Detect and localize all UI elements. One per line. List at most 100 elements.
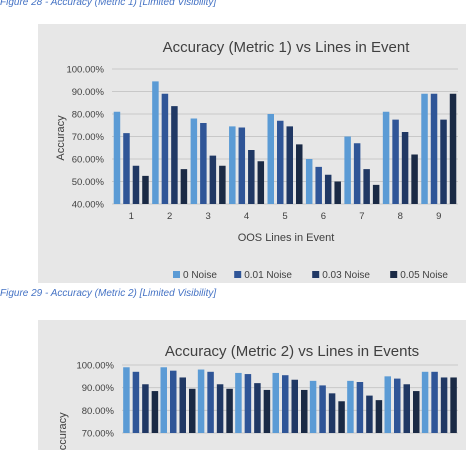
- chart-metric-2: Accuracy (Metric 2) vs Lines in Events A…: [57, 343, 458, 450]
- legend: 0 Noise 0.01 Noise 0.03 Noise 0.05 Noise: [173, 270, 448, 281]
- legend-entry: 0.05 Noise: [400, 270, 448, 281]
- bar: [296, 144, 303, 204]
- x-tick-labels: 1 2 3 4 5 6 7 8 9: [129, 211, 442, 222]
- legend-entry: 0 Noise: [183, 270, 217, 281]
- figure-29-caption: Figure 29 - Accuracy (Metric 2) [Limited…: [0, 288, 217, 299]
- bar: [142, 175, 149, 204]
- y-axis-label: Accuracy: [55, 115, 67, 161]
- bar: [413, 391, 420, 433]
- chart-title: Accuracy (Metric 1) vs Lines in Event: [163, 39, 411, 56]
- bar: [394, 378, 401, 433]
- x-axis-label: OOS Lines in Event: [238, 232, 335, 244]
- bar: [375, 400, 383, 433]
- bar: [315, 166, 322, 204]
- bar: [257, 161, 265, 204]
- bar: [353, 143, 361, 204]
- x-tick-label: 1: [129, 211, 134, 222]
- x-tick-label: 6: [321, 211, 326, 222]
- bar: [254, 383, 261, 433]
- bar: [356, 382, 364, 433]
- chart-title: Accuracy (Metric 2) vs Lines in Events: [165, 343, 419, 360]
- bar: [132, 371, 140, 433]
- x-tick-label: 8: [398, 211, 403, 222]
- y-tick-label: 80.00%: [82, 406, 115, 417]
- figure-28-caption: Figure 28 - Accuracy (Metric 1) [Limited…: [0, 0, 217, 8]
- x-tick-label: 5: [282, 211, 287, 222]
- bar: [363, 169, 370, 204]
- bar: [209, 155, 217, 204]
- x-tick-label: 2: [167, 211, 172, 222]
- bar: [384, 376, 391, 433]
- bar: [421, 371, 429, 433]
- y-tick-label: 80.00%: [72, 110, 105, 121]
- bar: [431, 371, 438, 433]
- y-axis-label: Accuracy: [57, 412, 69, 450]
- chart-metric-1-panel: Accuracy (Metric 1) vs Lines in Event Ac…: [38, 24, 466, 283]
- bar: [324, 174, 332, 204]
- bar: [226, 388, 233, 433]
- bar: [244, 374, 252, 433]
- bar: [344, 136, 351, 204]
- gridlines: [112, 68, 458, 205]
- bar: [411, 154, 418, 204]
- bar: [291, 379, 298, 433]
- bar: [161, 93, 169, 204]
- bar: [238, 127, 246, 204]
- bar: [372, 184, 380, 204]
- bar: [449, 93, 457, 204]
- bar: [301, 389, 308, 433]
- bar: [142, 384, 149, 433]
- bar: [180, 169, 188, 204]
- bar: [347, 380, 354, 433]
- y-tick-labels: 70.00% 80.00% 90.00% 100.00%: [76, 361, 114, 440]
- bar: [229, 126, 236, 204]
- bar: [334, 181, 341, 204]
- y-tick-label: 50.00%: [72, 177, 105, 188]
- bar: [440, 377, 448, 433]
- legend-swatch: [234, 271, 242, 278]
- y-tick-label: 70.00%: [72, 132, 105, 143]
- legend-entry: 0.03 Noise: [322, 270, 370, 281]
- x-tick-label: 7: [359, 211, 364, 222]
- legend-entry: 0.01 Noise: [244, 270, 292, 281]
- y-tick-label: 100.00%: [66, 65, 104, 76]
- bar: [430, 93, 438, 204]
- legend-swatch: [312, 271, 320, 278]
- legend-swatch: [173, 271, 180, 278]
- bar: [382, 111, 390, 204]
- bar: [200, 123, 207, 204]
- bar: [263, 389, 271, 433]
- bar: [160, 367, 167, 433]
- bar: [277, 120, 284, 204]
- bar: [248, 150, 255, 204]
- y-tick-label: 90.00%: [72, 87, 105, 98]
- bar: [123, 133, 130, 204]
- bar: [282, 375, 289, 433]
- y-tick-labels: 40.00% 50.00% 60.00% 70.00% 80.00% 90.00% 100.…: [66, 65, 104, 211]
- bar: [392, 119, 399, 204]
- bar: [366, 395, 373, 433]
- bar: [267, 114, 274, 204]
- gridlines: [122, 364, 458, 434]
- bar: [219, 165, 226, 204]
- bar: [272, 372, 279, 433]
- bar: [403, 384, 410, 433]
- bar: [305, 159, 313, 204]
- bar: [450, 377, 457, 433]
- bar: [235, 372, 242, 433]
- y-tick-label: 70.00%: [82, 429, 115, 440]
- bar: [113, 111, 121, 204]
- bar: [328, 393, 336, 433]
- bar: [319, 385, 326, 433]
- y-tick-label: 100.00%: [76, 361, 114, 372]
- x-tick-label: 4: [244, 211, 249, 222]
- bar: [170, 370, 177, 433]
- bar: [151, 391, 159, 433]
- bar: [338, 401, 345, 433]
- bar: [152, 81, 159, 204]
- bar: [179, 377, 186, 433]
- bar: [123, 367, 130, 433]
- bar: [216, 384, 224, 433]
- y-tick-label: 90.00%: [82, 383, 115, 394]
- bar: [189, 388, 196, 433]
